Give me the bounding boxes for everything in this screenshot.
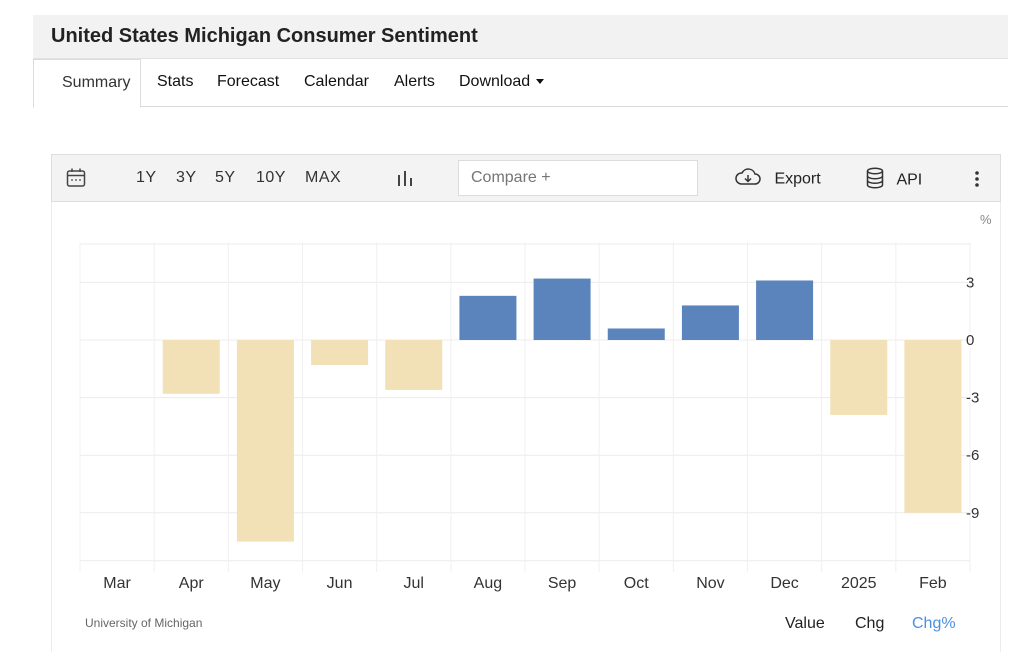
x-tick-label: Aug bbox=[474, 575, 502, 592]
bar-aug bbox=[459, 295, 517, 340]
bar-jun bbox=[311, 340, 369, 365]
calendar-icon[interactable] bbox=[66, 167, 86, 194]
x-tick-label: 2025 bbox=[841, 575, 877, 592]
source-label: University of Michigan bbox=[85, 616, 203, 630]
range-max[interactable]: MAX bbox=[305, 169, 342, 186]
x-tick-label: Feb bbox=[919, 575, 947, 592]
range-5y[interactable]: 5Y bbox=[215, 169, 236, 186]
chart-type-icon[interactable] bbox=[396, 169, 414, 192]
tab-download-label: Download bbox=[459, 73, 531, 90]
x-tick-label: May bbox=[250, 575, 280, 592]
tab-alerts[interactable]: Alerts bbox=[394, 73, 435, 90]
api-label: API bbox=[896, 171, 923, 189]
y-tick-label: 0 bbox=[966, 332, 974, 349]
tab-download[interactable]: Download bbox=[459, 59, 545, 107]
mode-chg-percent[interactable]: Chg% bbox=[912, 615, 956, 632]
bar-dec bbox=[756, 280, 814, 340]
bar-oct bbox=[607, 328, 665, 340]
tab-forecast[interactable]: Forecast bbox=[217, 73, 280, 90]
database-icon bbox=[866, 167, 884, 194]
bar-2025 bbox=[830, 340, 888, 415]
x-tick-label: Mar bbox=[103, 575, 131, 592]
mode-chg[interactable]: Chg bbox=[855, 615, 885, 632]
x-tick-label: Oct bbox=[624, 575, 649, 592]
bar-apr bbox=[162, 340, 220, 394]
more-options-icon[interactable] bbox=[974, 170, 980, 193]
x-tick-label: Apr bbox=[179, 575, 205, 592]
x-tick-label: Jun bbox=[327, 575, 353, 592]
bar-sep bbox=[533, 278, 591, 340]
x-tick-label: Dec bbox=[770, 575, 798, 592]
title-bar: United States Michigan Consumer Sentimen… bbox=[33, 15, 1008, 59]
y-tick-label: -3 bbox=[966, 390, 979, 407]
bar-jul bbox=[385, 340, 443, 390]
caret-down-icon bbox=[536, 79, 545, 85]
bar-chart: % 3 0 -3 -6 -9 Mar Apr May Jun Jul Aug Sep Oct Nov Dec 2… bbox=[79, 212, 992, 592]
y-tick-label: -9 bbox=[966, 505, 979, 522]
y-axis-unit-label: % bbox=[980, 212, 992, 227]
export-label: Export bbox=[774, 170, 821, 188]
compare-input[interactable] bbox=[458, 160, 698, 196]
mode-value[interactable]: Value bbox=[785, 615, 825, 632]
tab-stats[interactable]: Stats bbox=[157, 73, 194, 90]
page-title: United States Michigan Consumer Sentimen… bbox=[51, 25, 478, 47]
tab-calendar[interactable]: Calendar bbox=[304, 73, 369, 90]
chart-area: % 3 0 -3 -6 -9 Mar Apr May Jun Jul Aug Sep Oct Nov Dec 2… bbox=[51, 202, 1001, 652]
bar-may bbox=[236, 340, 294, 542]
tab-bar: Summary Stats Forecast Calendar Alerts D… bbox=[33, 59, 1008, 108]
chart-toolbar: 1Y 3Y 5Y 10Y MAX Export bbox=[51, 154, 1001, 202]
y-tick-label: 3 bbox=[966, 274, 974, 291]
api-button[interactable]: API bbox=[866, 167, 922, 194]
export-button[interactable]: Export bbox=[734, 168, 821, 191]
range-3y[interactable]: 3Y bbox=[176, 169, 197, 186]
x-tick-label: Sep bbox=[548, 575, 577, 592]
bar-feb bbox=[904, 340, 962, 513]
tab-summary[interactable]: Summary bbox=[33, 59, 142, 108]
range-10y[interactable]: 10Y bbox=[256, 169, 286, 186]
x-tick-label: Nov bbox=[696, 575, 724, 592]
y-tick-label: -6 bbox=[966, 447, 979, 464]
x-tick-label: Jul bbox=[404, 575, 424, 592]
bar-nov bbox=[681, 305, 739, 340]
cloud-download-icon bbox=[734, 168, 762, 191]
range-1y[interactable]: 1Y bbox=[136, 169, 157, 186]
